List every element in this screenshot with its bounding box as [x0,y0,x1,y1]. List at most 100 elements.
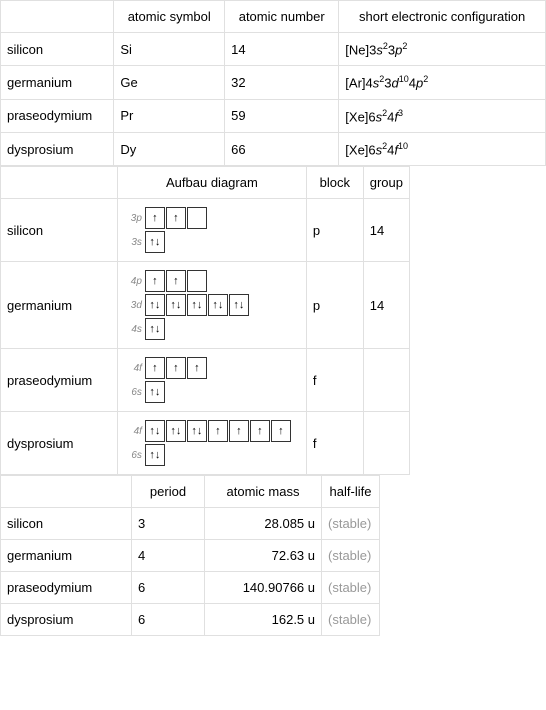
half-life: (stable) [322,572,380,604]
header-cell: atomic symbol [114,1,225,33]
element-name: dysprosium [1,132,114,165]
orbital-label: 4p [124,276,142,287]
orbital-box: ↑ [166,270,186,292]
atomic-mass: 28.085 u [205,508,322,540]
orbital-row: 3s↑↓ [124,231,300,253]
aufbau-diagram: 4p↑↑3d↑↓↑↓↑↓↑↓↑↓4s↑↓ [117,262,306,349]
header-cell: block [306,167,363,199]
table-header-row: Aufbau diagram block group [1,167,410,199]
orbital-box: ↑ [250,420,270,442]
electron-config: [Xe]6s24f10 [339,132,546,165]
orbital-box: ↑↓ [187,420,207,442]
header-cell [1,1,114,33]
atomic-mass: 72.63 u [205,540,322,572]
period: 6 [132,572,205,604]
orbital-label: 4f [124,363,142,374]
orbital-row: 4f↑↓↑↓↑↓↑↑↑↑ [124,420,300,442]
orbital-label: 3p [124,213,142,224]
table-row: germaniumGe32[Ar]4s23d104p2 [1,66,546,99]
orbital-label: 6s [124,387,142,398]
element-name: praseodymium [1,349,118,412]
period: 4 [132,540,205,572]
table-row: silicon3p↑↑3s↑↓p14 [1,199,410,262]
orbital-box [187,270,207,292]
header-cell: atomic number [225,1,339,33]
atomic-mass: 140.90766 u [205,572,322,604]
header-cell: period [132,476,205,508]
group [363,412,409,475]
orbital-label: 3d [124,300,142,311]
element-properties-table-1: atomic symbol atomic number short electr… [0,0,546,166]
atomic-symbol: Dy [114,132,225,165]
element-name: germanium [1,262,118,349]
orbital-box: ↑↓ [145,420,165,442]
atomic-number: 14 [225,33,339,66]
atomic-number: 59 [225,99,339,132]
orbital-label: 6s [124,450,142,461]
element-name: silicon [1,199,118,262]
electron-config: [Ar]4s23d104p2 [339,66,546,99]
orbital-row: 3d↑↓↑↓↑↓↑↓↑↓ [124,294,300,316]
orbital-box: ↑ [145,207,165,229]
table-row: praseodymium4f↑↑↑6s↑↓f [1,349,410,412]
orbital-box: ↑ [145,270,165,292]
table-row: praseodymium6140.90766 u(stable) [1,572,380,604]
header-cell: Aufbau diagram [117,167,306,199]
header-cell [1,476,132,508]
orbital-box: ↑ [166,207,186,229]
table-header-row: period atomic mass half-life [1,476,380,508]
orbital-box: ↑↓ [145,444,165,466]
element-name: dysprosium [1,604,132,636]
aufbau-diagram: 4f↑↓↑↓↑↓↑↑↑↑6s↑↓ [117,412,306,475]
orbital-box: ↑↓ [229,294,249,316]
electron-config: [Xe]6s24f3 [339,99,546,132]
atomic-symbol: Si [114,33,225,66]
table-row: germanium472.63 u(stable) [1,540,380,572]
atomic-mass: 162.5 u [205,604,322,636]
table-row: dysprosium4f↑↓↑↓↑↓↑↑↑↑6s↑↓f [1,412,410,475]
atomic-number: 32 [225,66,339,99]
orbital-box: ↑↓ [166,420,186,442]
orbital-box: ↑↓ [145,231,165,253]
electron-config: [Ne]3s23p2 [339,33,546,66]
table-row: siliconSi14[Ne]3s23p2 [1,33,546,66]
atomic-symbol: Pr [114,99,225,132]
block: p [306,199,363,262]
group: 14 [363,199,409,262]
table-row: praseodymiumPr59[Xe]6s24f3 [1,99,546,132]
orbital-row: 6s↑↓ [124,444,300,466]
table-row: germanium4p↑↑3d↑↓↑↓↑↓↑↓↑↓4s↑↓p14 [1,262,410,349]
orbital-row: 4s↑↓ [124,318,300,340]
orbital-box: ↑ [166,357,186,379]
orbital-row: 3p↑↑ [124,207,300,229]
orbital-box: ↑ [271,420,291,442]
period: 6 [132,604,205,636]
orbital-row: 4p↑↑ [124,270,300,292]
header-cell: atomic mass [205,476,322,508]
orbital-box: ↑ [208,420,228,442]
aufbau-diagram: 3p↑↑3s↑↓ [117,199,306,262]
orbital-label: 4f [124,426,142,437]
element-name: germanium [1,540,132,572]
block: f [306,349,363,412]
orbital-box: ↑↓ [145,318,165,340]
table-row: dysprosium6162.5 u(stable) [1,604,380,636]
half-life: (stable) [322,508,380,540]
orbital-box: ↑↓ [145,381,165,403]
orbital-label: 3s [124,237,142,248]
half-life: (stable) [322,540,380,572]
orbital-row: 6s↑↓ [124,381,300,403]
aufbau-diagram: 4f↑↑↑6s↑↓ [117,349,306,412]
element-name: silicon [1,33,114,66]
half-life: (stable) [322,604,380,636]
block: f [306,412,363,475]
element-name: praseodymium [1,572,132,604]
orbital-box: ↑ [145,357,165,379]
header-cell: group [363,167,409,199]
aufbau-table: Aufbau diagram block group silicon3p↑↑3s… [0,166,410,475]
atomic-number: 66 [225,132,339,165]
element-name: silicon [1,508,132,540]
table-row: silicon328.085 u(stable) [1,508,380,540]
element-name: praseodymium [1,99,114,132]
header-cell [1,167,118,199]
